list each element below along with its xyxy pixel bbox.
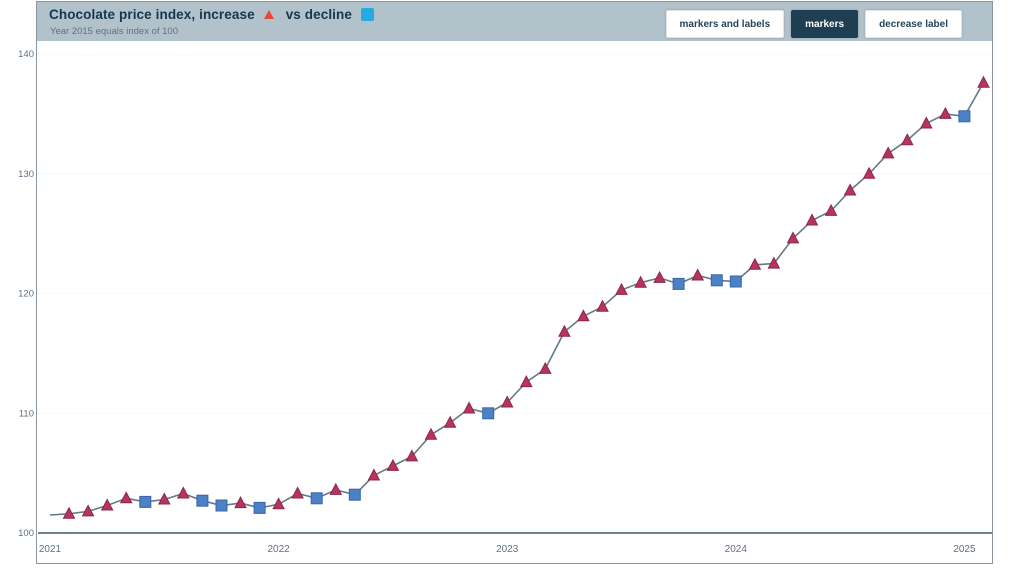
chart-title-text-2: vs decline bbox=[285, 7, 352, 22]
chart-header-bar: Chocolate price index, increase vs decli… bbox=[37, 2, 992, 41]
toolbar: markers and labels markers decrease labe… bbox=[665, 10, 962, 38]
decrease-label-button[interactable]: decrease label bbox=[865, 10, 962, 38]
markers-and-labels-button[interactable]: markers and labels bbox=[665, 10, 785, 38]
decline-legend-icon bbox=[360, 8, 374, 21]
chart-title: Chocolate price index, increase vs decli… bbox=[49, 7, 374, 22]
increase-legend-icon bbox=[263, 10, 274, 19]
chart-subtitle: Year 2015 equals index of 100 bbox=[50, 26, 179, 37]
svg-text:100: 100 bbox=[18, 528, 34, 539]
svg-text:140: 140 bbox=[18, 49, 34, 60]
svg-text:130: 130 bbox=[18, 169, 34, 180]
chart-title-text: Chocolate price index, increase bbox=[49, 7, 255, 22]
svg-text:110: 110 bbox=[19, 408, 34, 419]
chart-widget: Chocolate price index, increase vs decli… bbox=[36, 1, 993, 564]
markers-button[interactable]: markers bbox=[791, 10, 859, 38]
svg-text:120: 120 bbox=[18, 289, 34, 300]
